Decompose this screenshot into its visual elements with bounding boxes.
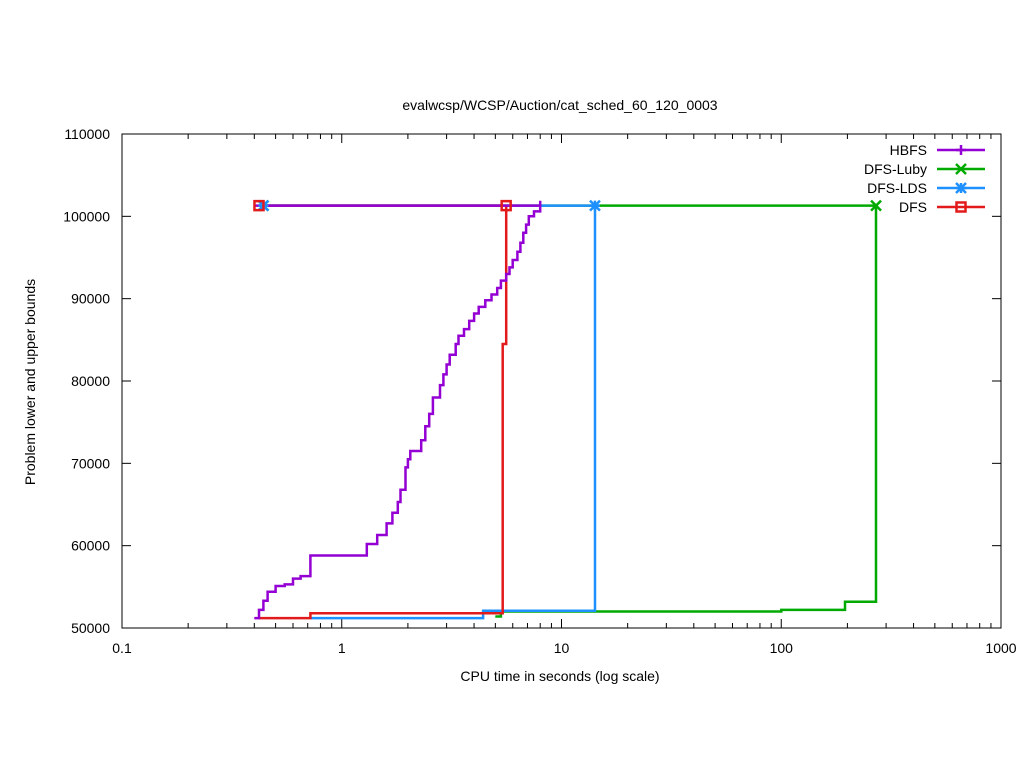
y-axis-label: Problem lower and upper bounds — [22, 279, 38, 485]
legend-marker-hbfs — [956, 145, 966, 155]
x-tick-label: 10 — [554, 640, 570, 656]
legend-label-dfs-lds: DFS-LDS — [867, 180, 927, 196]
legend-label-dfs: DFS — [899, 199, 927, 215]
marker-stroke — [955, 182, 967, 194]
series-hbfs-lower-bound — [254, 200, 542, 620]
marker-dfs — [500, 199, 512, 212]
legend: HBFS DFS-Luby DFS-LDS DFS — [864, 142, 985, 215]
legend-label-dfs-luby: DFS-Luby — [864, 161, 927, 177]
marker-stroke — [253, 199, 265, 212]
series-dfs-lower-bound — [259, 205, 508, 620]
marker-dfs — [253, 199, 265, 212]
marker-layer — [253, 199, 882, 212]
marker-stroke — [500, 199, 512, 212]
marker-stroke — [955, 163, 967, 175]
y-tick-label: 90000 — [71, 291, 110, 307]
legend-marker-dfs-luby — [955, 163, 967, 175]
marker-stroke — [589, 199, 601, 212]
y-tick-label: 60000 — [71, 538, 110, 554]
y-tick-label: 70000 — [71, 455, 110, 471]
legend-label-hbfs: HBFS — [890, 142, 927, 158]
marker-dfs-luby — [870, 199, 882, 212]
y-tick-label: 50000 — [71, 620, 110, 636]
x-tick-label: 100 — [770, 640, 794, 656]
marker-dfs-lds — [589, 199, 601, 212]
chart-title: evalwcsp/WCSP/Auction/cat_sched_60_120_0… — [402, 97, 717, 113]
legend-marker-dfs — [955, 201, 967, 213]
marker-stroke — [955, 201, 967, 213]
x-tick-label: 0.1 — [112, 640, 132, 656]
x-tick-label: 1000 — [985, 640, 1016, 656]
series-dfs-lds-lower-bound — [310, 205, 597, 620]
y-tick-label: 100000 — [63, 208, 110, 224]
x-axis-label: CPU time in seconds (log scale) — [460, 668, 659, 684]
series-dfs-luby-lower-bound — [495, 205, 878, 618]
series-layer — [254, 200, 878, 620]
y-tick-label: 110000 — [64, 126, 110, 142]
x-tick-label: 1 — [338, 640, 346, 656]
legend-marker-dfs-lds — [955, 182, 967, 194]
marker-stroke — [870, 199, 882, 212]
axis-ticks: 0.1 1 10 100 1000 50000 60000 70000 80000 90000 10… — [63, 126, 1016, 656]
y-tick-label: 80000 — [71, 373, 110, 389]
